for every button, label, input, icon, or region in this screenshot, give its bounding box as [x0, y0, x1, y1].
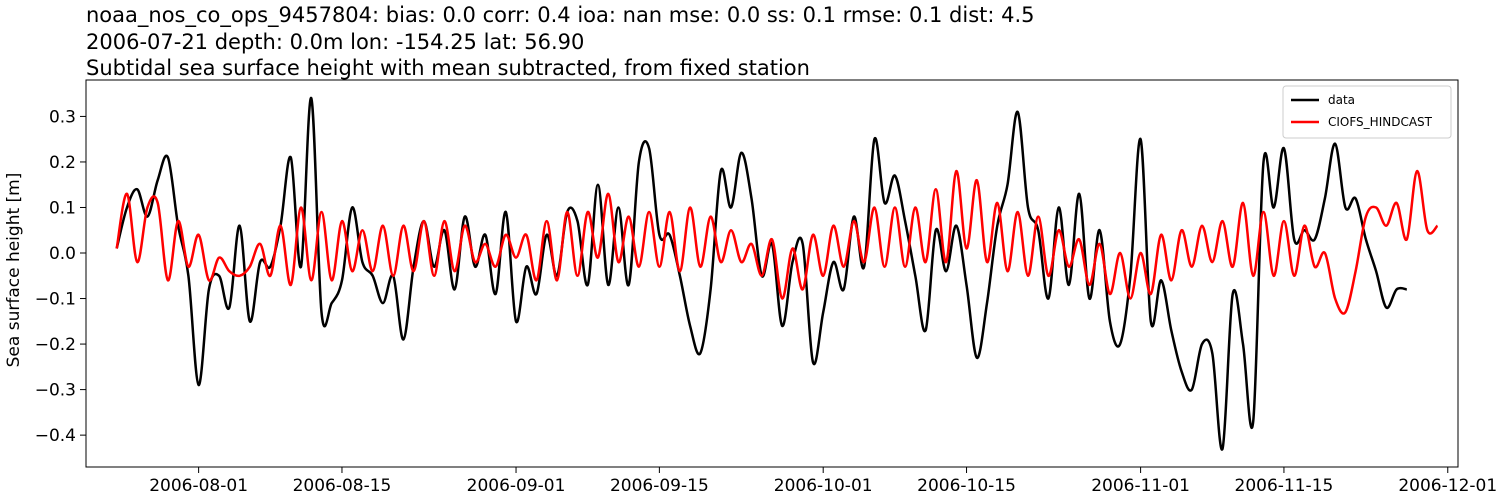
series-line-ciofs-hindcast: [115, 169, 1439, 315]
x-tick-label: 2006-09-15: [610, 476, 709, 496]
y-tick-label: 0.0: [49, 244, 76, 264]
y-tick-label: 0.3: [49, 107, 76, 127]
legend-label-data: data: [1328, 93, 1355, 107]
y-axis-label: Sea surface height [m]: [4, 173, 24, 368]
x-tick-label: 2006-12-01: [1398, 476, 1497, 496]
legend-box: [1282, 85, 1452, 139]
y-tick-label: −0.3: [35, 381, 76, 401]
plot-frame: [85, 79, 1459, 468]
x-tick-label: 2006-08-01: [149, 476, 248, 496]
series-line-data: [115, 96, 1407, 451]
y-tick-label: 0.1: [49, 198, 76, 218]
x-tick-label: 2006-11-15: [1235, 476, 1334, 496]
y-tick-label: 0.2: [49, 153, 76, 173]
x-tick-label: 2006-10-01: [774, 476, 873, 496]
legend-label-ciofs-hindcast: CIOFS_HINDCAST: [1328, 115, 1433, 129]
x-tick-label: 2006-10-15: [917, 476, 1016, 496]
legend: data CIOFS_HINDCAST: [1282, 85, 1452, 139]
chart-title-station-info: 2006-07-21 depth: 0.0m lon: -154.25 lat:…: [86, 30, 585, 54]
chart-title-stats: noaa_nos_co_ops_9457804: bias: 0.0 corr:…: [86, 3, 1035, 27]
chart-title-description: Subtidal sea surface height with mean su…: [86, 56, 810, 80]
y-tick-label: −0.1: [35, 290, 76, 310]
plot-content: [115, 96, 1439, 451]
x-tick-label: 2006-11-01: [1091, 476, 1190, 496]
y-axis: −0.4 −0.3 −0.2 −0.1 0.0 0.1 0.2 0.3: [35, 107, 86, 446]
y-tick-label: −0.4: [35, 426, 76, 446]
y-tick-label: −0.2: [35, 335, 76, 355]
x-axis: 2006-08-01 2006-08-15 2006-09-01 2006-09-15…: [149, 467, 1497, 496]
x-tick-label: 2006-09-01: [467, 476, 566, 496]
x-tick-label: 2006-08-15: [293, 476, 392, 496]
